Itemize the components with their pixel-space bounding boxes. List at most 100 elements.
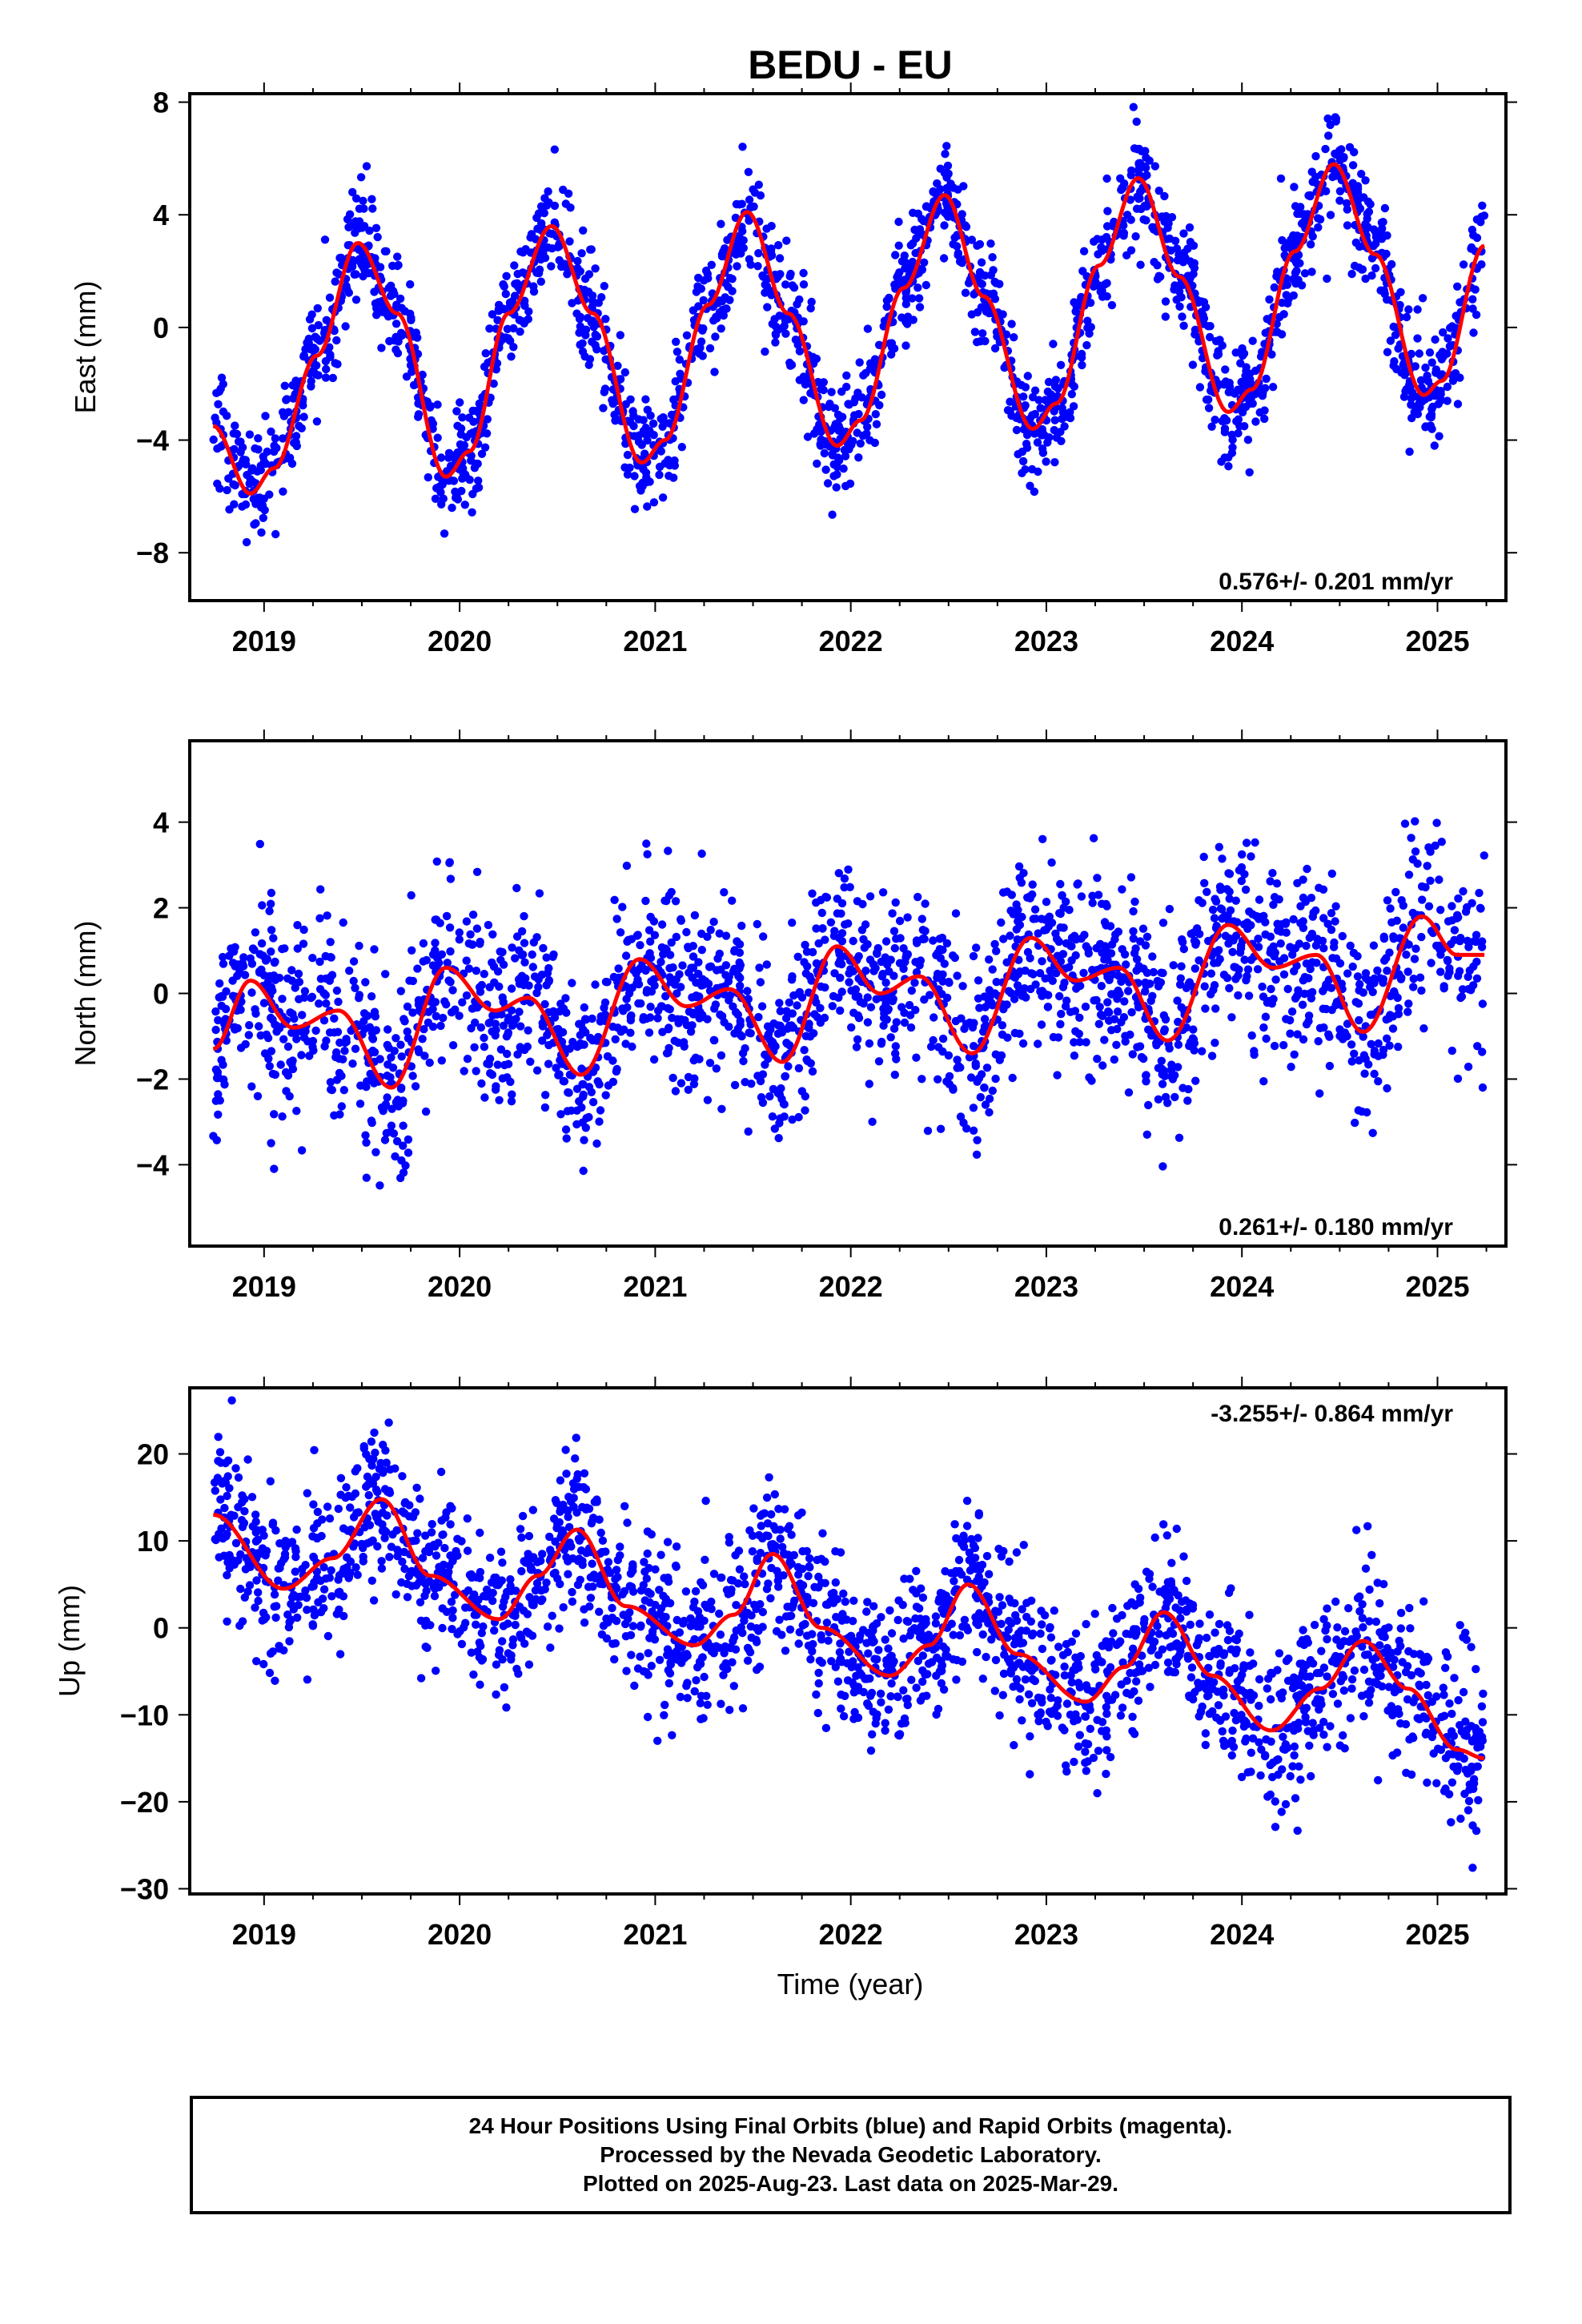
data-point [1052, 969, 1061, 978]
data-point [1452, 914, 1461, 923]
data-point [396, 1084, 406, 1093]
data-point [808, 1067, 817, 1076]
data-point [745, 216, 753, 225]
data-point [716, 1010, 725, 1019]
data-point [1272, 879, 1282, 888]
data-point [821, 935, 829, 944]
data-point [562, 1134, 571, 1143]
data-point [674, 1038, 683, 1047]
data-point [1339, 1035, 1347, 1043]
data-point [560, 259, 569, 268]
data-point [655, 470, 664, 480]
data-point [543, 969, 552, 978]
data-point [1419, 1024, 1428, 1033]
data-point [580, 1003, 588, 1012]
data-point [940, 959, 950, 968]
data-point [253, 1092, 263, 1101]
data-point [998, 888, 1008, 897]
data-point [217, 442, 226, 451]
data-point [495, 1096, 504, 1105]
data-point [1361, 219, 1370, 228]
data-point [251, 500, 260, 509]
data-point [440, 529, 449, 538]
data-point [799, 317, 808, 326]
data-point [1347, 1057, 1356, 1066]
data-point [345, 967, 354, 975]
x-tick-label: 2021 [623, 625, 687, 657]
data-point [746, 260, 755, 269]
data-point [1367, 1039, 1375, 1049]
data-point [1343, 969, 1352, 978]
data-point [271, 1676, 279, 1685]
data-point [500, 282, 508, 291]
data-point [1299, 923, 1308, 933]
data-point [1093, 1055, 1102, 1063]
data-point [1116, 174, 1125, 183]
data-point [788, 919, 797, 927]
data-point [1464, 943, 1473, 951]
data-point [1208, 905, 1218, 915]
data-point [1355, 986, 1363, 995]
data-point [419, 939, 428, 948]
data-point [1078, 267, 1087, 275]
data-point [431, 939, 440, 947]
data-point [945, 1072, 954, 1081]
data-point [1074, 1029, 1084, 1039]
data-point [360, 266, 369, 275]
data-point [379, 1107, 387, 1116]
data-point [1268, 869, 1277, 878]
data-point [1126, 215, 1135, 224]
data-point [236, 1043, 246, 1052]
data-point [319, 989, 328, 998]
data-point [1464, 972, 1472, 982]
data-point [658, 493, 668, 502]
data-point [1247, 955, 1256, 964]
data-point [1142, 1130, 1152, 1140]
data-point [1423, 372, 1431, 380]
data-point [544, 187, 552, 196]
data-point [1327, 983, 1336, 992]
data-point [1235, 866, 1244, 875]
data-point [504, 336, 514, 344]
data-point [917, 265, 927, 274]
data-point [211, 1007, 220, 1016]
data-point [641, 424, 650, 432]
data-point [1090, 996, 1098, 1005]
data-point [1464, 1796, 1474, 1806]
data-point [1200, 879, 1209, 888]
figure-title: BEDU - EU [748, 42, 953, 87]
data-point [396, 294, 405, 304]
data-point [355, 223, 363, 233]
data-point [613, 361, 622, 370]
data-point [1235, 965, 1243, 974]
data-point [488, 1027, 496, 1036]
data-point [905, 1000, 914, 1010]
data-point [765, 1035, 775, 1044]
data-point [383, 1025, 392, 1034]
data-point [705, 344, 715, 353]
data-point [942, 142, 951, 151]
data-point [926, 1042, 936, 1051]
data-point [470, 1043, 479, 1052]
data-point [520, 911, 528, 921]
data-point [881, 953, 889, 962]
data-point [267, 1139, 275, 1148]
data-point [998, 1601, 1007, 1610]
data-point [591, 330, 600, 340]
data-point [703, 1096, 713, 1104]
data-point [215, 387, 224, 396]
data-point [422, 955, 431, 965]
plot-frame [188, 92, 1508, 602]
data-point [1191, 940, 1200, 949]
data-point [1275, 957, 1284, 966]
data-point [359, 1017, 368, 1026]
data-point [1315, 1023, 1325, 1033]
data-point [1324, 1030, 1333, 1039]
data-point [270, 958, 279, 967]
data-point [891, 251, 900, 259]
data-point [1322, 187, 1331, 195]
data-point [1018, 468, 1026, 477]
data-point [1247, 852, 1255, 861]
data-point [1374, 1051, 1383, 1061]
data-point [672, 337, 681, 346]
